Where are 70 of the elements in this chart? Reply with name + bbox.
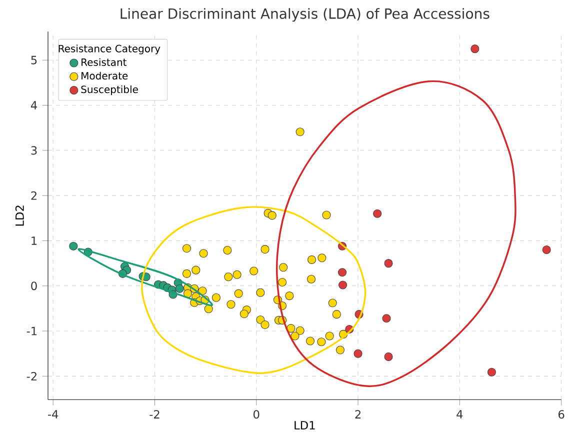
point bbox=[192, 266, 200, 274]
point bbox=[382, 314, 391, 323]
point bbox=[487, 368, 496, 376]
y-tick-label: 1 bbox=[32, 236, 37, 245]
point bbox=[325, 332, 334, 340]
point bbox=[224, 272, 233, 282]
y-tick-label: -1 bbox=[26, 326, 37, 336]
legend-label: Resistant bbox=[82, 58, 127, 66]
point bbox=[268, 211, 276, 220]
point bbox=[182, 269, 192, 278]
legend-title: Resistance Category bbox=[58, 44, 160, 54]
point bbox=[332, 310, 341, 319]
point bbox=[260, 320, 270, 329]
x-tick-label: 0 bbox=[254, 410, 260, 419]
x-tick-label: 6 bbox=[558, 410, 564, 419]
point bbox=[318, 254, 326, 262]
point bbox=[278, 278, 287, 287]
point bbox=[234, 289, 243, 298]
point bbox=[290, 332, 300, 340]
point bbox=[240, 310, 248, 318]
point bbox=[317, 338, 326, 346]
point bbox=[384, 259, 393, 268]
point bbox=[306, 336, 315, 346]
point bbox=[232, 270, 242, 279]
legend-label: Susceptible bbox=[81, 85, 138, 96]
y-tick-label: 2 bbox=[31, 191, 36, 200]
legend-label: Moderate bbox=[82, 72, 128, 80]
point bbox=[223, 246, 232, 254]
point bbox=[308, 255, 316, 264]
point bbox=[338, 268, 347, 277]
y-tick-label: 3 bbox=[31, 146, 37, 155]
point bbox=[256, 288, 265, 297]
point bbox=[470, 44, 480, 54]
point bbox=[542, 245, 551, 254]
chart-title: Linear Discriminant Analysis (LDA) of Pea Accessions bbox=[120, 8, 490, 22]
y-tick-label: 0 bbox=[31, 282, 37, 290]
point bbox=[279, 263, 288, 272]
x-axis-title: LD1 bbox=[294, 421, 315, 430]
point bbox=[373, 209, 382, 218]
point bbox=[285, 292, 294, 300]
point bbox=[322, 210, 331, 220]
point bbox=[296, 326, 304, 335]
y-tick-label: 5 bbox=[31, 56, 37, 64]
point bbox=[212, 293, 220, 302]
x-tick-label: -2 bbox=[150, 410, 160, 418]
x-tick-label: 2 bbox=[355, 410, 361, 418]
point bbox=[260, 245, 270, 254]
point bbox=[328, 298, 337, 308]
point bbox=[198, 286, 207, 296]
point bbox=[286, 324, 296, 333]
point bbox=[296, 128, 304, 136]
y-axis-title: LD2 bbox=[15, 206, 24, 226]
point bbox=[250, 266, 258, 276]
y-tick-label: -2 bbox=[26, 372, 36, 380]
point bbox=[199, 249, 208, 258]
x-tick-label: 4 bbox=[456, 410, 463, 418]
point bbox=[175, 284, 184, 293]
point bbox=[336, 346, 345, 354]
point bbox=[256, 315, 265, 324]
y-tick-label: 4 bbox=[30, 101, 37, 110]
point bbox=[182, 244, 192, 253]
point bbox=[69, 242, 78, 250]
x-tick-label: -4 bbox=[48, 410, 58, 418]
point bbox=[384, 352, 393, 362]
point bbox=[338, 280, 348, 290]
point bbox=[226, 300, 236, 309]
point bbox=[307, 274, 316, 284]
point bbox=[354, 349, 362, 358]
point bbox=[204, 304, 213, 314]
point bbox=[184, 289, 192, 298]
